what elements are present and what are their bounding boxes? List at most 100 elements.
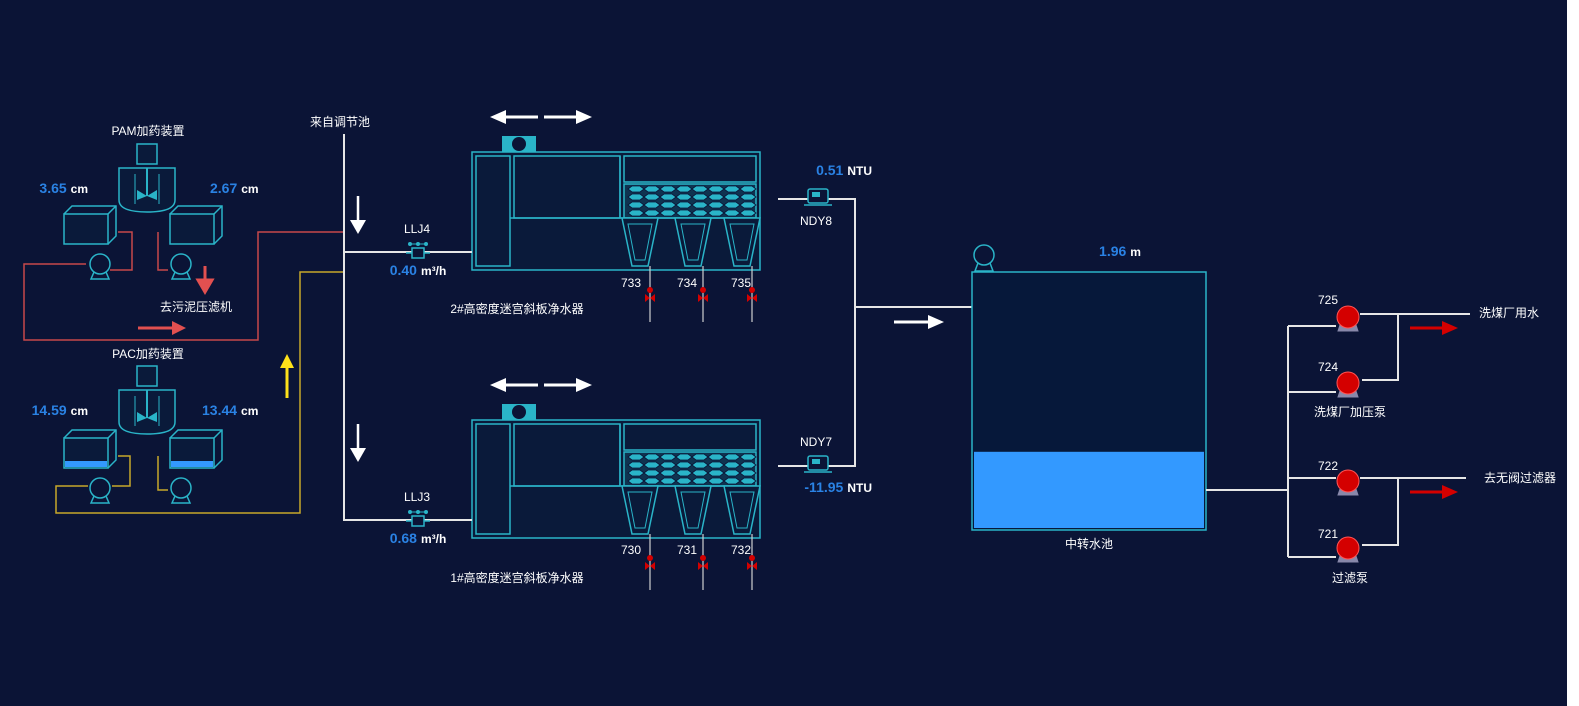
inclined-plate bbox=[627, 209, 645, 217]
inclined-plate bbox=[643, 201, 661, 209]
inclined-plate bbox=[723, 201, 741, 209]
inclined-plate bbox=[707, 469, 725, 477]
pac-pump-left bbox=[89, 477, 111, 504]
inclined-plate bbox=[643, 477, 661, 485]
inclined-plate bbox=[627, 185, 645, 193]
pam-right-tank bbox=[169, 205, 223, 245]
inclined-plate bbox=[675, 469, 693, 477]
inclined-plate bbox=[643, 469, 661, 477]
inclined-plate bbox=[643, 185, 661, 193]
valveless-filter-outlet: 去无阀过滤器 bbox=[1484, 471, 1556, 485]
inclined-plate bbox=[691, 209, 709, 217]
inclined-plate bbox=[675, 193, 693, 201]
inclined-plate bbox=[643, 209, 661, 217]
inclined-plate bbox=[627, 193, 645, 201]
tank-level-sensor bbox=[973, 244, 995, 266]
pump-group2-label: 过滤泵 bbox=[1332, 571, 1368, 585]
pam-mixer bbox=[118, 143, 176, 213]
sludge-hopper bbox=[723, 217, 761, 267]
inclined-plate bbox=[739, 209, 757, 217]
hopper-inner bbox=[680, 223, 706, 261]
pac-title: PAC加药装置 bbox=[112, 347, 184, 361]
tank-level: 1.96 m bbox=[1099, 243, 1141, 259]
inclined-plate bbox=[707, 201, 725, 209]
hopper-inner bbox=[627, 491, 653, 529]
ndy8-name: NDY8 bbox=[800, 214, 832, 228]
pump-724 bbox=[1336, 371, 1360, 398]
ndy8-sensor-icon bbox=[803, 188, 833, 206]
pac-pipe bbox=[55, 271, 344, 514]
clarifier2-name: 2#高密度迷宫斜板净水器 bbox=[450, 301, 583, 316]
sludge-hopper bbox=[674, 485, 712, 535]
clarifier1-plates bbox=[627, 453, 757, 485]
tank-water-fill bbox=[974, 451, 1204, 528]
sludge-hopper bbox=[621, 217, 659, 267]
inclined-plate bbox=[707, 209, 725, 217]
inclined-plate bbox=[643, 193, 661, 201]
inclined-plate bbox=[659, 477, 677, 485]
pam-title: PAM加药装置 bbox=[111, 124, 184, 138]
sludge-hopper bbox=[674, 217, 712, 267]
inclined-plate bbox=[723, 453, 741, 461]
pam-right-level: 2.67 cm bbox=[210, 180, 259, 196]
inclined-plate bbox=[691, 469, 709, 477]
inclined-plate bbox=[723, 461, 741, 469]
ndy7-name: NDY7 bbox=[800, 435, 832, 449]
inclined-plate bbox=[739, 193, 757, 201]
clarifier2-plates bbox=[627, 185, 757, 217]
pac-right-tank bbox=[169, 429, 223, 469]
pump-724-label: 724 bbox=[1318, 360, 1338, 374]
ndy7-sensor-icon bbox=[803, 455, 833, 473]
inclined-plate bbox=[691, 193, 709, 201]
inclined-plate bbox=[707, 185, 725, 193]
inclined-plate bbox=[659, 453, 677, 461]
inclined-plate bbox=[659, 185, 677, 193]
inclined-plate bbox=[675, 209, 693, 217]
pump-722-label: 722 bbox=[1318, 459, 1338, 473]
clarifier2-valve-733: 733 bbox=[621, 276, 641, 290]
pam-pump-right bbox=[170, 253, 192, 280]
clarifier2-valve-734: 734 bbox=[677, 276, 697, 290]
sludge-hopper bbox=[621, 485, 659, 535]
inclined-plate bbox=[707, 477, 725, 485]
ndy8-value: 0.51 NTU bbox=[816, 162, 872, 178]
pac-pump-right bbox=[170, 477, 192, 504]
inclined-plate bbox=[659, 469, 677, 477]
sludge-label: 去污泥压滤机 bbox=[160, 300, 232, 314]
inclined-plate bbox=[691, 453, 709, 461]
hopper-inner bbox=[627, 223, 653, 261]
inclined-plate bbox=[627, 477, 645, 485]
pac-left-tank bbox=[63, 429, 117, 469]
inclined-plate bbox=[723, 193, 741, 201]
inclined-plate bbox=[723, 469, 741, 477]
pump-722 bbox=[1336, 469, 1360, 496]
pam-left-level: 3.65 cm bbox=[39, 180, 88, 196]
llj4-meter-icon bbox=[405, 241, 431, 259]
inclined-plate bbox=[627, 461, 645, 469]
sludge-hopper bbox=[723, 485, 761, 535]
inclined-plate bbox=[739, 201, 757, 209]
clarifier1-valve-732: 732 bbox=[731, 543, 751, 557]
inclined-plate bbox=[739, 453, 757, 461]
inclined-plate bbox=[659, 193, 677, 201]
pump-725-label: 725 bbox=[1318, 293, 1338, 307]
pam-pipe bbox=[23, 231, 344, 341]
effluent-pipe bbox=[778, 198, 972, 467]
llj4-name: LLJ4 bbox=[404, 222, 430, 236]
inclined-plate bbox=[739, 477, 757, 485]
hopper-inner bbox=[729, 223, 755, 261]
wash-water-outlet: 洗煤厂用水 bbox=[1479, 306, 1539, 320]
inclined-plate bbox=[739, 185, 757, 193]
inclined-plate bbox=[707, 453, 725, 461]
inclined-plate bbox=[659, 461, 677, 469]
inclined-plate bbox=[723, 185, 741, 193]
clarifier1-valve-731: 731 bbox=[677, 543, 697, 557]
clarifier1-hoppers bbox=[621, 485, 761, 590]
inclined-plate bbox=[675, 477, 693, 485]
inclined-plate bbox=[691, 185, 709, 193]
inclined-plate bbox=[627, 469, 645, 477]
tank-name: 中转水池 bbox=[1065, 536, 1113, 551]
clarifier1-valve-730: 730 bbox=[621, 543, 641, 557]
hopper-inner bbox=[729, 491, 755, 529]
